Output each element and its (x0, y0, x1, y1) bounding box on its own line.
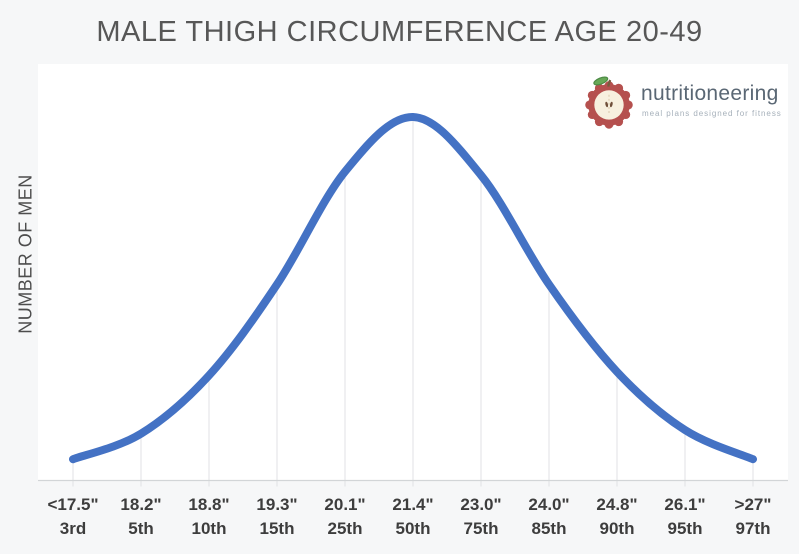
x-tick-size: <17.5" (47, 495, 99, 514)
x-tick-percentile: 75th (463, 519, 499, 538)
x-tick-size: 24.0" (528, 495, 570, 514)
x-tick-size: 23.0" (460, 495, 502, 514)
x-tick-size: 19.3" (256, 495, 298, 514)
logo-brand-text: nutritioneering (641, 82, 779, 105)
x-tick-percentile: 50th (395, 519, 431, 538)
chart-title: MALE THIGH CIRCUMFERENCE AGE 20-49 (96, 16, 703, 48)
x-tick-percentile: 95th (667, 519, 703, 538)
apple-flesh (594, 90, 624, 120)
apple-stem (607, 79, 612, 87)
leaf-icon (593, 76, 609, 86)
x-tick-percentile: 85th (531, 519, 567, 538)
x-tick-size: 20.1" (324, 495, 366, 514)
x-tick-size: 21.4" (392, 495, 434, 514)
x-tick-percentile: 25th (327, 519, 363, 538)
apple-seed (609, 101, 613, 108)
apple-icon (585, 76, 633, 129)
x-tick-size: 18.8" (188, 495, 230, 514)
drop-lines (72, 117, 754, 487)
x-tick-percentile: 10th (191, 519, 227, 538)
x-tick-percentile: 15th (259, 519, 295, 538)
x-tick-percentile: 5th (128, 519, 154, 538)
x-tick-percentile: 90th (599, 519, 635, 538)
x-tick-size: 26.1" (664, 495, 706, 514)
apple-seed (605, 101, 609, 108)
x-tick-size: >27" (734, 495, 772, 514)
distribution-curve (69, 112, 757, 464)
x-tick-size: 24.8" (596, 495, 638, 514)
x-tick-percentile: 3rd (59, 519, 87, 538)
x-tick-size: 18.2" (120, 495, 162, 514)
x-tick-percentile: 97th (735, 519, 771, 538)
logo-tagline-text: meal plans designed for fitness (642, 109, 782, 118)
